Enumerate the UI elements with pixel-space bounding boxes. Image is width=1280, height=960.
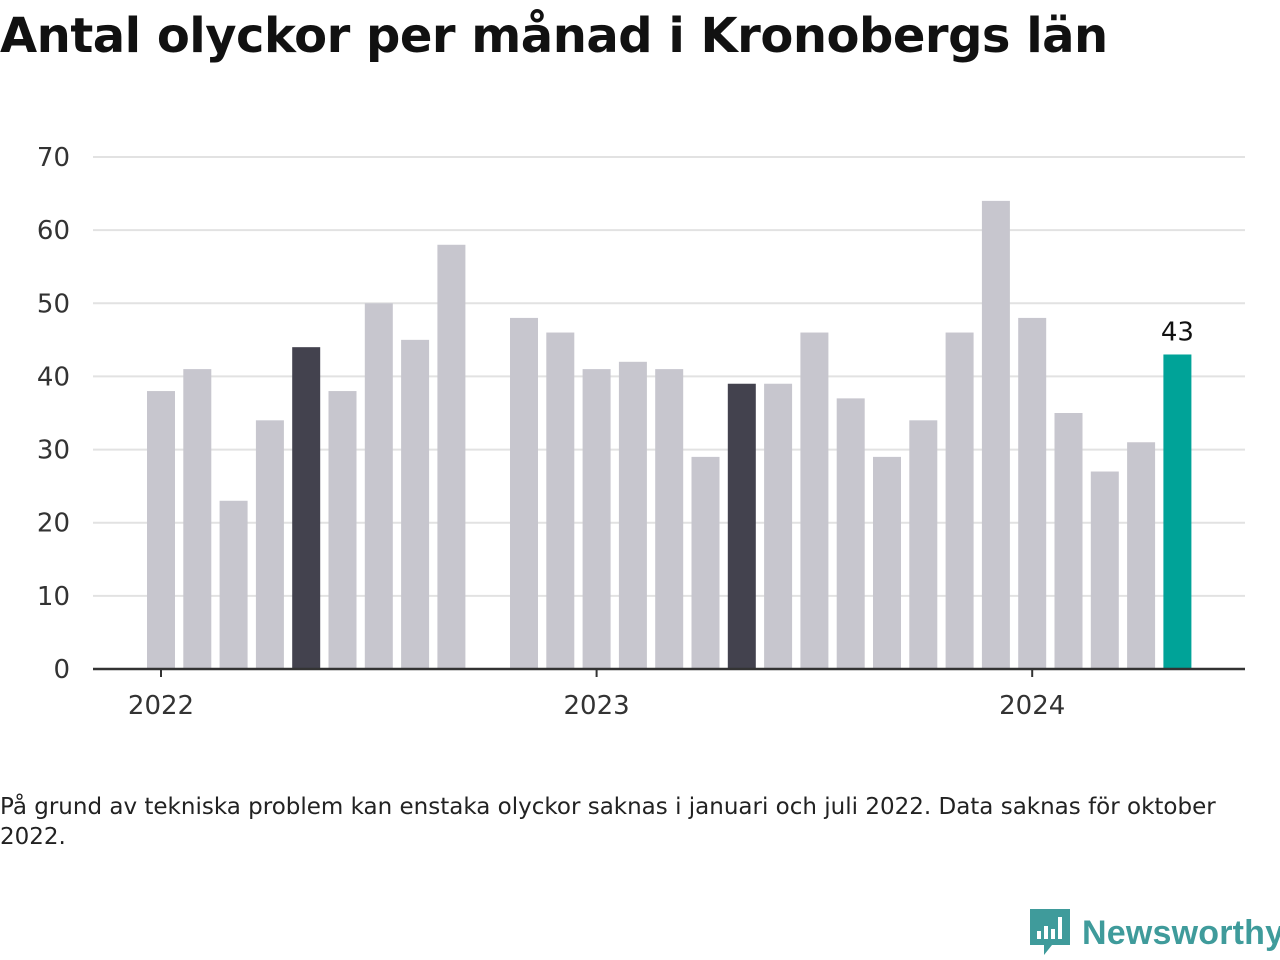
bar-2022-11 [510,317,538,669]
y-tick-label: 50 [37,289,70,319]
y-tick-label: 10 [37,582,70,612]
bar-2023-07 [800,332,829,669]
x-axis: 2022 2023 2024 [93,667,1245,721]
bar-2023-04 [691,456,720,669]
page-title: Antal olyckor per månad i Kronobergs län [0,8,1108,64]
bar-2024-05 [1163,354,1192,669]
bar-2022-07 [364,303,393,669]
bar-2024-03 [1090,471,1119,669]
bar-chart: 0 10 20 30 40 50 60 70 2022 2023 2024 43 [37,143,1245,721]
bar-2022-02 [183,369,212,669]
bar-2024-01 [1018,317,1047,669]
bar-2023-05 [727,383,756,669]
bar-2022-03 [219,500,248,669]
bar-2023-09 [873,456,901,669]
bar-2023-03 [655,369,684,669]
bar-2022-09 [437,244,466,669]
bar-2022-04 [255,420,284,669]
bar-2022-08 [401,339,430,669]
y-tick-label: 70 [37,143,70,173]
y-tick-label: 20 [37,509,70,539]
bar-2023-06 [764,383,793,669]
x-tick-label: 2023 [564,691,630,721]
y-tick-label: 60 [37,216,70,246]
bar-2023-11 [945,332,974,669]
bar-2023-01 [582,369,611,669]
data-label: 43 [1161,317,1194,347]
brand-name: Newsworthy [1082,913,1280,952]
bar-2022-06 [328,391,357,669]
bar-2023-08 [836,398,865,669]
y-tick-label: 30 [37,436,70,466]
bar-2022-01 [147,391,175,669]
y-tick-label: 0 [53,655,70,685]
y-axis-tick-labels: 0 10 20 30 40 50 60 70 [37,143,70,685]
chart-bubble-icon [1030,909,1070,955]
brand-logo: Newsworthy [1030,908,1280,958]
bars [147,200,1192,669]
x-tick-label: 2024 [999,691,1065,721]
bar-2022-05 [292,347,321,669]
x-tick-label: 2022 [128,691,194,721]
data-labels: 43 [1161,317,1194,347]
bar-2023-12 [981,200,1010,669]
bar-2023-02 [618,361,647,669]
bar-2023-10 [909,420,938,669]
y-tick-label: 40 [37,362,70,392]
footnote: På grund av tekniska problem kan enstaka… [0,794,1216,850]
bar-2024-02 [1054,413,1083,669]
bar-2022-12 [546,332,575,669]
bar-2024-04 [1127,442,1156,669]
